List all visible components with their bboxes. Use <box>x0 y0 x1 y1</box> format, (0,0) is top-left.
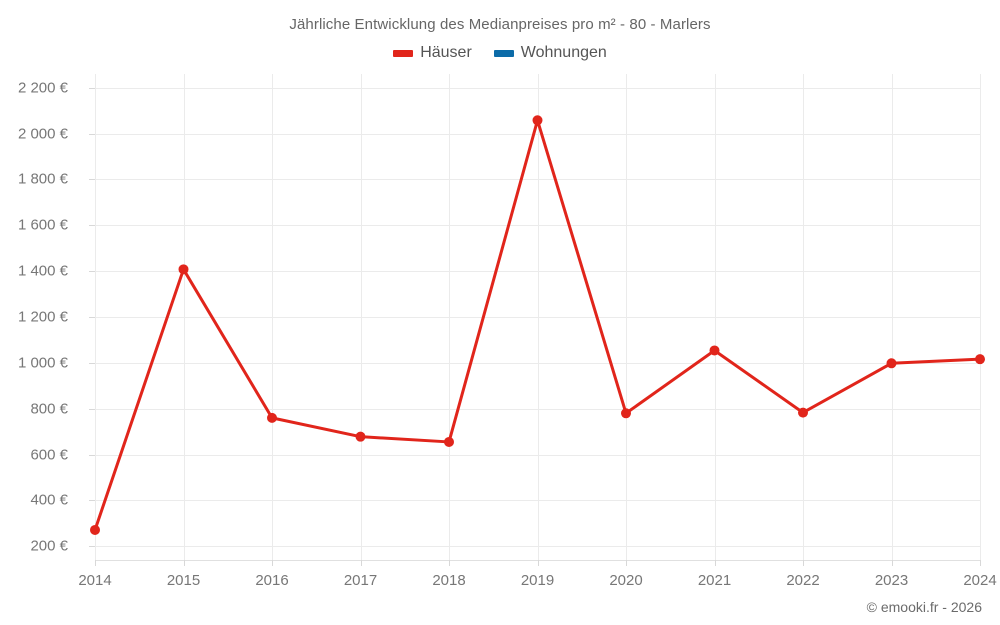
x-axis-tick <box>183 560 185 566</box>
copyright-credit: © emooki.fr - 2026 <box>866 599 982 615</box>
x-axis-label: 2020 <box>609 572 643 589</box>
data-point[interactable] <box>975 354 985 365</box>
legend-label-hauser: Häuser <box>420 44 472 61</box>
x-axis-tick <box>980 560 981 566</box>
y-axis-label: 1 800 € <box>17 170 68 188</box>
series-line-häuser <box>93 118 982 532</box>
x-axis-label: 2015 <box>166 572 201 589</box>
x-axis-label: 2018 <box>432 572 466 589</box>
y-axis-tick <box>89 500 95 502</box>
y-axis-tick <box>89 87 95 89</box>
y-axis-tick <box>89 179 95 181</box>
legend-swatch-wohnungen <box>493 49 514 57</box>
y-axis-tick <box>89 454 95 456</box>
x-axis-label: 2022 <box>786 572 820 589</box>
data-point[interactable] <box>178 264 189 275</box>
y-axis-tick <box>89 317 95 318</box>
x-axis-tick <box>626 560 627 566</box>
y-axis-label: 1 400 € <box>17 262 68 280</box>
x-axis-label: 2023 <box>874 572 909 589</box>
data-point[interactable] <box>709 345 720 356</box>
y-axis-label: 600 € <box>30 446 68 464</box>
legend-item-wohnungen[interactable]: Wohnungen <box>493 44 607 62</box>
data-point[interactable] <box>267 412 277 423</box>
gridline-vertical <box>803 74 804 560</box>
x-axis-tick <box>891 560 893 566</box>
y-axis-label: 800 € <box>30 400 68 418</box>
gridline-vertical <box>714 74 716 560</box>
chart-legend: Häuser Wohnungen <box>0 44 1000 62</box>
x-axis-tick <box>714 560 716 566</box>
data-point[interactable] <box>886 358 897 369</box>
data-point[interactable] <box>444 436 454 447</box>
x-axis-tick <box>95 560 96 566</box>
data-point[interactable] <box>532 115 543 126</box>
x-axis-label: 2019 <box>520 572 555 589</box>
gridline-vertical <box>980 74 981 560</box>
y-axis-tick <box>89 225 95 227</box>
y-axis-label: 1 200 € <box>17 308 68 326</box>
y-axis-tick <box>89 408 95 410</box>
gridline-vertical <box>183 74 185 560</box>
legend-label-wohnungen: Wohnungen <box>520 44 607 61</box>
y-axis-tick <box>89 133 95 135</box>
y-axis-label: 200 € <box>30 537 68 555</box>
series-layer <box>90 115 985 535</box>
x-axis-label: 2016 <box>255 572 289 589</box>
x-axis-tick <box>449 560 450 566</box>
y-axis-tick <box>89 546 95 548</box>
gridline-vertical <box>95 74 96 560</box>
x-axis-tick <box>537 560 539 566</box>
data-point[interactable] <box>355 431 366 442</box>
data-point[interactable] <box>90 524 100 535</box>
x-axis-tick <box>272 560 273 566</box>
y-axis-label: 400 € <box>30 491 68 509</box>
x-axis-label: 2014 <box>78 572 112 589</box>
legend-swatch-hauser <box>393 49 414 57</box>
gridline-vertical <box>626 74 627 560</box>
x-axis-label: 2017 <box>343 572 378 589</box>
y-axis-label: 1 000 € <box>17 354 68 372</box>
x-axis-label: 2024 <box>963 572 997 589</box>
legend-item-hauser[interactable]: Häuser <box>393 44 472 62</box>
gridline-vertical <box>360 74 362 560</box>
y-axis-tick <box>89 362 95 364</box>
y-axis-tick <box>89 271 95 273</box>
y-axis-label: 2 000 € <box>17 125 68 143</box>
gridline-vertical <box>449 74 450 560</box>
gridline-vertical <box>537 74 539 560</box>
data-point[interactable] <box>798 407 808 418</box>
chart-title: Jährliche Entwicklung des Medianpreises … <box>289 16 711 33</box>
x-axis-label: 2021 <box>697 572 732 589</box>
gridline-vertical <box>891 74 893 560</box>
gridline-vertical <box>272 74 273 560</box>
x-axis-tick <box>360 560 362 566</box>
x-axis-tick <box>803 560 804 566</box>
data-point[interactable] <box>621 408 631 419</box>
plot-area: 200 € 400 € 600 € 800 € 1 000 € 1 200 € 1 400 … <box>18 74 997 589</box>
y-axis-label: 1 600 € <box>17 216 68 234</box>
y-axis-label: 2 200 € <box>17 79 68 97</box>
